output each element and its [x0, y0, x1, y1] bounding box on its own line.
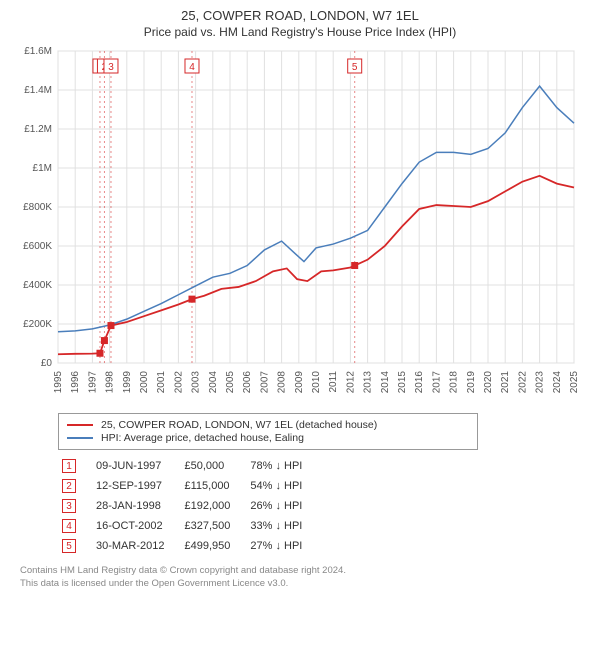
svg-text:£400K: £400K — [23, 280, 52, 291]
sale-price: £499,950 — [180, 536, 246, 556]
sale-marker-badge: 4 — [62, 519, 76, 533]
sale-price: £115,000 — [180, 476, 246, 496]
footer-line-2: This data is licensed under the Open Gov… — [20, 577, 590, 590]
svg-text:£1M: £1M — [33, 163, 52, 174]
table-row: 2 12-SEP-1997£115,00054% ↓ HPI — [58, 476, 318, 496]
sale-marker-badge: 3 — [62, 499, 76, 513]
svg-text:£600K: £600K — [23, 241, 52, 252]
svg-text:£1.4M: £1.4M — [24, 85, 52, 96]
svg-text:5: 5 — [352, 62, 358, 73]
svg-text:2017: 2017 — [431, 371, 442, 394]
sale-date: 28-JAN-1998 — [92, 496, 180, 516]
sales-table: 1 09-JUN-1997£50,00078% ↓ HPI 2 12-SEP-1997… — [58, 456, 318, 556]
sale-date: 16-OCT-2002 — [92, 516, 180, 536]
svg-text:2003: 2003 — [191, 371, 202, 394]
svg-text:2018: 2018 — [449, 371, 460, 394]
price-chart: £0 £200K £400K £600K £800K £1M £1.2M £1.4M £1.6M… — [10, 47, 590, 407]
svg-text:1999: 1999 — [122, 371, 133, 394]
sale-diff: 27% ↓ HPI — [246, 536, 318, 556]
legend-item: HPI: Average price, detached house, Eali… — [67, 432, 469, 444]
footer-attribution: Contains HM Land Registry data © Crown c… — [20, 564, 590, 591]
svg-text:1996: 1996 — [70, 371, 81, 394]
svg-text:2000: 2000 — [139, 371, 150, 394]
legend: 25, COWPER ROAD, LONDON, W7 1EL (detache… — [58, 413, 478, 450]
sale-diff: 54% ↓ HPI — [246, 476, 318, 496]
svg-text:2009: 2009 — [294, 371, 305, 394]
page-title: 25, COWPER ROAD, LONDON, W7 1EL — [10, 8, 590, 23]
svg-text:2024: 2024 — [552, 371, 563, 394]
svg-text:4: 4 — [189, 62, 195, 73]
svg-text:£0: £0 — [41, 358, 53, 369]
svg-text:2008: 2008 — [277, 371, 288, 394]
svg-text:2010: 2010 — [311, 371, 322, 394]
footer-line-1: Contains HM Land Registry data © Crown c… — [20, 564, 590, 577]
svg-text:2025: 2025 — [569, 371, 580, 394]
legend-label: 25, COWPER ROAD, LONDON, W7 1EL (detache… — [101, 419, 377, 431]
svg-text:1995: 1995 — [53, 371, 64, 394]
legend-label: HPI: Average price, detached house, Eali… — [101, 432, 304, 444]
svg-text:2022: 2022 — [517, 371, 528, 394]
sale-marker-badge: 2 — [62, 479, 76, 493]
svg-text:£1.6M: £1.6M — [24, 47, 52, 57]
svg-text:1997: 1997 — [87, 371, 98, 394]
legend-item: 25, COWPER ROAD, LONDON, W7 1EL (detache… — [67, 419, 469, 431]
sale-diff: 78% ↓ HPI — [246, 456, 318, 476]
svg-text:£200K: £200K — [23, 319, 52, 330]
svg-text:2023: 2023 — [535, 371, 546, 394]
table-row: 3 28-JAN-1998£192,00026% ↓ HPI — [58, 496, 318, 516]
sale-diff: 33% ↓ HPI — [246, 516, 318, 536]
svg-text:2021: 2021 — [500, 371, 511, 394]
svg-text:2014: 2014 — [380, 371, 391, 394]
table-row: 1 09-JUN-1997£50,00078% ↓ HPI — [58, 456, 318, 476]
sale-marker-badge: 1 — [62, 459, 76, 473]
legend-swatch — [67, 424, 93, 426]
svg-text:1998: 1998 — [105, 371, 116, 394]
svg-text:2001: 2001 — [156, 371, 167, 394]
svg-text:2020: 2020 — [483, 371, 494, 394]
svg-text:2016: 2016 — [414, 371, 425, 394]
svg-text:2004: 2004 — [208, 371, 219, 394]
svg-text:£1.2M: £1.2M — [24, 124, 52, 135]
svg-text:2013: 2013 — [363, 371, 374, 394]
svg-text:2019: 2019 — [466, 371, 477, 394]
sale-marker-badge: 5 — [62, 539, 76, 553]
sale-price: £50,000 — [180, 456, 246, 476]
sale-date: 12-SEP-1997 — [92, 476, 180, 496]
sale-date: 09-JUN-1997 — [92, 456, 180, 476]
svg-text:2012: 2012 — [345, 371, 356, 394]
sale-price: £192,000 — [180, 496, 246, 516]
svg-text:2006: 2006 — [242, 371, 253, 394]
svg-text:2011: 2011 — [328, 371, 339, 393]
svg-text:3: 3 — [108, 62, 114, 73]
table-row: 5 30-MAR-2012£499,95027% ↓ HPI — [58, 536, 318, 556]
table-row: 4 16-OCT-2002£327,50033% ↓ HPI — [58, 516, 318, 536]
legend-swatch — [67, 437, 93, 439]
sale-date: 30-MAR-2012 — [92, 536, 180, 556]
svg-text:2005: 2005 — [225, 371, 236, 394]
svg-text:2015: 2015 — [397, 371, 408, 394]
page-subtitle: Price paid vs. HM Land Registry's House … — [10, 25, 590, 39]
sale-diff: 26% ↓ HPI — [246, 496, 318, 516]
svg-text:£800K: £800K — [23, 202, 52, 213]
svg-text:2007: 2007 — [259, 371, 270, 394]
svg-text:2002: 2002 — [173, 371, 184, 394]
sale-price: £327,500 — [180, 516, 246, 536]
